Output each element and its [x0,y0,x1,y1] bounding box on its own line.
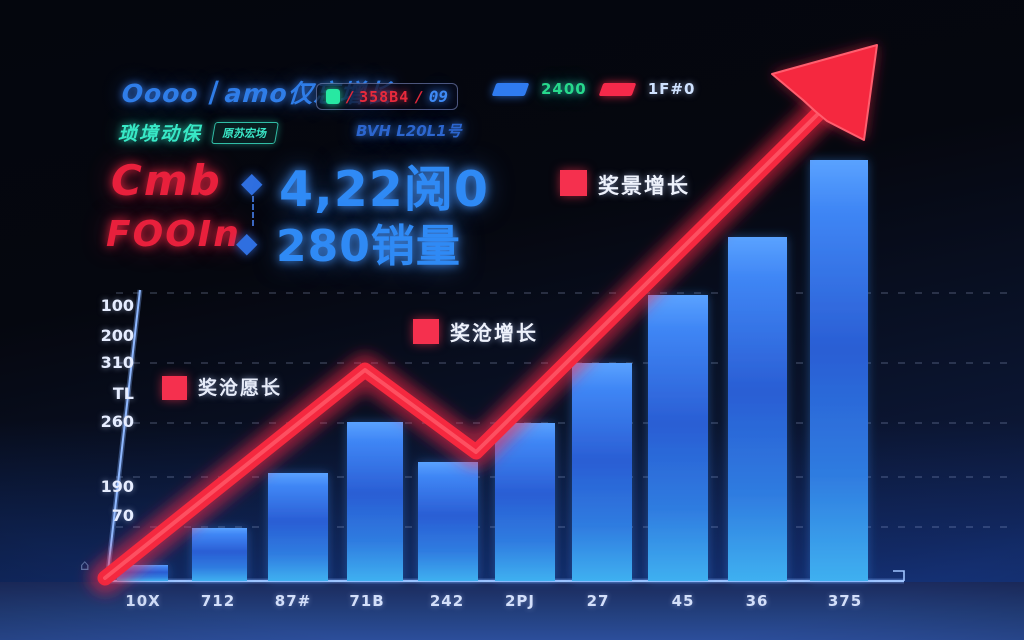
pill-red-readout: 358B4 [359,87,410,106]
y-tick-label: 310 [100,353,134,372]
kpi-label-1: Cmb [111,156,222,205]
y-tick-label: TL [112,384,134,403]
x-tick-label: 2PJ [504,592,536,610]
subtitle-text: 琐境动保 [118,123,203,145]
subtitle-badge: 原苏宏场 [211,121,279,144]
y-tick-label: 100 [100,296,134,315]
kpi-label-2: FOOIn [106,214,241,255]
pill-divider: / [344,87,355,106]
legend-label-2: 奖沧增长 [450,321,538,345]
pill-blue-readout: 09 [428,87,448,106]
legend-label-3: 奖沧愿长 [198,377,283,399]
legend-swatch-1 [560,170,587,196]
x-tick-label: 242 [429,592,465,610]
red-series-swatch [598,82,637,96]
legend-swatch-3 [162,376,187,400]
x-tick-label: 27 [586,592,610,610]
subtitle-row: 琐境动保 原苏宏场 [118,119,279,146]
x-tick-label: 71B [349,592,385,610]
legend-swatch-2 [413,319,439,344]
x-tick-label: 36 [745,592,769,610]
diamond-bullet-icon: ◆ [236,226,258,259]
diamond-bullet-icon: ◆ [241,166,263,199]
x-tick-label: 10X [125,592,161,610]
y-tick-label: 260 [100,412,134,431]
blue-series-swatch [491,82,530,96]
x-tick-label: 87# [274,592,312,610]
legend-label-1: 奖景增长 [598,174,690,198]
kpi-value-2: 280销量 [276,221,461,272]
blue-series-label: 2400 [541,80,587,98]
red-series-label: 1F#0 [647,80,696,98]
x-tick-label: 375 [827,592,863,610]
y-tick-label: 200 [100,326,134,345]
kpi-connector-line [252,196,254,226]
x-tick-label: 712 [200,592,236,610]
green-led-icon [326,89,340,104]
corner-emblem-icon: ⌂ [80,556,90,574]
y-tick-label: 70 [111,506,134,525]
x-tick-label: 45 [671,592,695,610]
top-legend: 2400 1F#0 [491,80,696,98]
serial-label: BVH L20L1号 [356,122,462,140]
status-pill: / 358B4 / 09 [316,83,458,110]
pill-divider: / [414,87,424,106]
y-tick-label: 190 [100,477,134,496]
